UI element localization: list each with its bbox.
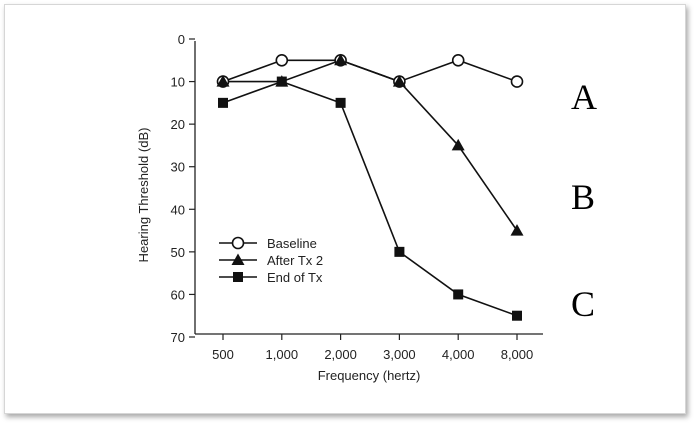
point-end-of-tx (394, 246, 405, 257)
point-baseline (275, 53, 289, 67)
series-line-after-tx-2 (223, 59, 518, 232)
point-end-of-tx (218, 97, 228, 108)
y-axis-ticks: 0 10 20 30 40 50 60 70 (171, 32, 195, 345)
legend-marker (231, 253, 245, 265)
x-tick-label: 3,000 (383, 347, 416, 362)
legend: Baseline After Tx 2 End of Tx (219, 236, 323, 285)
x-tick-label: 500 (212, 347, 234, 362)
hearing-threshold-chart: 0 10 20 30 40 50 60 70 500 1,000 2,000 3,000 4,000 8… (136, 32, 543, 383)
annotation-a: A (571, 77, 597, 117)
y-axis-label: Hearing Threshold (dB) (136, 128, 151, 263)
y-tick-label: 0 (178, 32, 185, 47)
series-lines (222, 59, 518, 317)
x-tick-label: 1,000 (266, 347, 299, 362)
figure-frame: 0 10 20 30 40 50 60 70 500 1,000 2,000 3,000 4,000 8… (4, 4, 686, 414)
legend-label: After Tx 2 (267, 253, 323, 268)
point-baseline (510, 75, 524, 88)
x-tick-label: 2,000 (324, 347, 357, 362)
point-after-tx-2 (392, 75, 406, 87)
point-end-of-tx (453, 289, 464, 300)
point-after-tx-2 (510, 224, 524, 236)
series-markers (216, 53, 524, 321)
series-line-end-of-tx (222, 80, 518, 317)
legend-marker (231, 236, 245, 250)
legend-label: End of Tx (267, 270, 323, 285)
y-tick-label: 10 (171, 75, 185, 90)
y-tick-label: 60 (171, 287, 185, 302)
x-tick-label: 8,000 (501, 347, 534, 362)
legend-marker (233, 272, 243, 282)
point-end-of-tx (512, 310, 522, 321)
point-baseline (451, 53, 465, 67)
point-end-of-tx (276, 76, 287, 87)
y-tick-label: 70 (171, 330, 185, 345)
legend-label: Baseline (267, 236, 317, 251)
point-end-of-tx (335, 97, 346, 108)
y-tick-label: 20 (171, 117, 185, 132)
y-tick-label: 40 (171, 202, 185, 217)
y-tick-label: 30 (171, 160, 185, 175)
point-after-tx-2 (216, 75, 230, 87)
point-after-tx-2 (334, 53, 348, 66)
series-layer (216, 53, 524, 321)
x-tick-label: 4,000 (442, 347, 475, 362)
annotation-c: C (571, 284, 596, 324)
y-tick-label: 50 (171, 245, 185, 260)
x-axis-label: Frequency (hertz) (318, 368, 421, 383)
annotation-b: B (571, 177, 596, 217)
point-after-tx-2 (451, 138, 465, 151)
x-axis-ticks: 500 1,000 2,000 3,000 4,000 8,000 (212, 334, 533, 362)
